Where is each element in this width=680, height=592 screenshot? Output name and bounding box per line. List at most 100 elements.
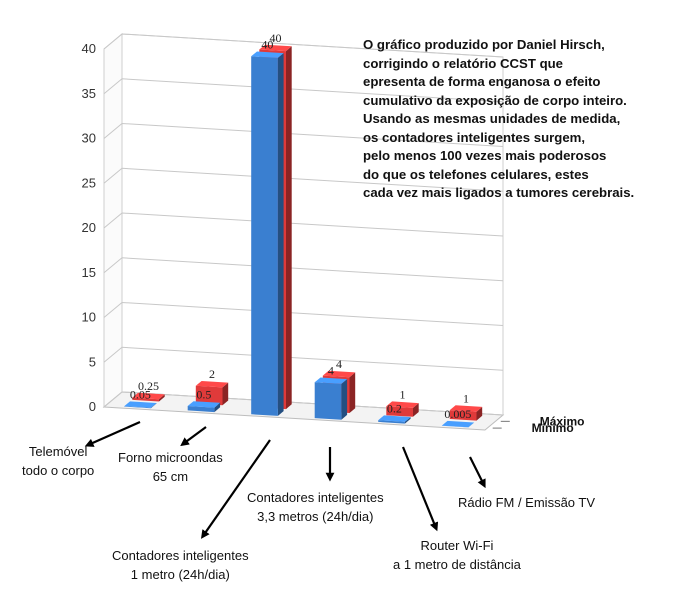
category-label-line: todo o corpo xyxy=(22,463,95,478)
series-label-maximo: Máximo xyxy=(540,414,585,428)
category-label-telemovel: Telemóvel todo o corpo xyxy=(22,442,94,480)
data-label: 0.25 xyxy=(138,379,159,393)
bar-minimo xyxy=(378,415,411,424)
bar-top xyxy=(449,405,483,412)
bar-maximo xyxy=(449,405,483,421)
bar-side xyxy=(341,379,348,420)
bar-top xyxy=(441,420,475,428)
bar-front xyxy=(314,382,342,420)
category-label-forno: Forno microondas 65 cm xyxy=(118,448,223,486)
bar-top xyxy=(314,377,348,384)
bar-front xyxy=(378,420,405,424)
category-label-router: Router Wi-Fi a 1 metro de distância xyxy=(393,536,521,574)
bar-side xyxy=(286,46,292,410)
y-tick-label: 30 xyxy=(82,131,96,146)
gridline xyxy=(103,346,504,371)
data-label: 40 xyxy=(261,38,273,52)
annotation-line: os contadores inteligentes surgem, xyxy=(363,129,586,145)
y-tick-label: 5 xyxy=(89,354,96,369)
annotation-line: corrigindo o relatório CCST que xyxy=(363,55,564,71)
y-tick-label: 20 xyxy=(82,220,96,235)
gridline xyxy=(103,78,504,103)
gridline xyxy=(103,122,504,147)
y-tick-label: 10 xyxy=(82,310,96,325)
bar-side xyxy=(159,394,165,402)
category-label-line: a 1 metro de distância xyxy=(393,557,521,572)
data-label: 40 xyxy=(270,31,282,45)
bar-side xyxy=(476,406,483,421)
gridline xyxy=(103,391,504,416)
bar-side xyxy=(277,53,284,416)
bar-side xyxy=(468,422,475,428)
bar-side xyxy=(413,403,419,417)
bar-front xyxy=(132,397,159,402)
bar-front xyxy=(124,406,151,409)
y-tick-label: 25 xyxy=(82,175,96,190)
bar-top xyxy=(124,401,157,408)
bar-top xyxy=(251,51,284,58)
annotation-line: O gráfico produzido por Daniel Hirsch, xyxy=(363,37,605,52)
data-label: 0.05 xyxy=(130,388,151,402)
bar-maximo xyxy=(386,401,419,417)
bar-side xyxy=(150,403,157,409)
y-tick-label: 40 xyxy=(82,41,96,56)
bar-maximo xyxy=(195,381,229,406)
bar-side xyxy=(222,382,229,406)
bar-minimo xyxy=(187,401,221,413)
category-label-line: 65 cm xyxy=(152,469,189,484)
bar-minimo xyxy=(314,377,348,420)
category-label-line: Contadores inteligentes xyxy=(247,490,384,505)
category-label-line: Telemóvel xyxy=(28,444,88,459)
y-tick-label: 0 xyxy=(89,399,96,414)
data-label: 4 xyxy=(336,357,342,371)
bar-side xyxy=(404,417,411,424)
annotation-text: O gráfico produzido por Daniel Hirsch, c… xyxy=(363,36,673,203)
annotation-line: do que os telefones celulares, estes xyxy=(363,166,589,182)
annotation-line: epresenta de forma enganosa o efeito xyxy=(363,74,601,89)
arrow-icon xyxy=(401,446,439,532)
data-label: 0.005 xyxy=(444,407,471,421)
bar-top xyxy=(132,392,165,400)
category-label-radio: Rádio FM / Emissão TV xyxy=(458,493,595,512)
bar-front xyxy=(251,56,278,416)
arrow-icon xyxy=(180,426,207,447)
bar-top xyxy=(195,381,229,388)
bar-top xyxy=(378,415,411,422)
gridline xyxy=(103,212,504,237)
bar-front xyxy=(441,425,469,428)
bar-minimo xyxy=(124,401,157,409)
annotation-line: Usando as mesmas unidades de medida, xyxy=(363,111,621,126)
category-label-contadores-3m: Contadores inteligentes 3,3 metros (24h/… xyxy=(247,488,384,526)
annotation-line: cumulativo da exposição de corpo inteiro… xyxy=(363,92,627,108)
bar-top xyxy=(386,401,419,408)
category-label-line: 3,3 metros (24h/dia) xyxy=(257,509,374,524)
data-label: 2 xyxy=(209,367,215,381)
category-label-line: Router Wi-Fi xyxy=(420,538,494,553)
category-label-line: Contadores inteligentes xyxy=(112,548,249,563)
bar-minimo xyxy=(441,420,475,428)
series-label-minimo: Mínimo xyxy=(532,421,574,435)
bar-front xyxy=(195,385,223,406)
annotation-line: cada vez mais ligados a tumores cerebrai… xyxy=(363,185,635,200)
bar-front xyxy=(386,406,413,417)
bar-minimo xyxy=(251,51,284,416)
bar-maximo xyxy=(132,392,165,402)
gridline xyxy=(103,33,504,58)
bar-side xyxy=(349,372,356,413)
bar-top xyxy=(259,44,292,52)
annotation-line: pelo menos 100 vezes mais poderosos xyxy=(363,148,607,163)
data-label: 1 xyxy=(400,388,406,402)
arrow-icon xyxy=(469,456,486,489)
gridline xyxy=(103,301,504,326)
bar-side xyxy=(214,402,221,413)
category-label-contadores-1m: Contadores inteligentes 1 metro (24h/dia… xyxy=(112,546,249,584)
bar-top xyxy=(187,401,221,408)
category-label-line: 1 metro (24h/dia) xyxy=(130,567,230,582)
y-tick-label: 35 xyxy=(82,86,96,101)
gridline xyxy=(103,167,504,192)
data-label: 1 xyxy=(463,391,469,405)
gridline xyxy=(103,257,504,282)
data-label: 4 xyxy=(328,364,334,378)
bar-top xyxy=(322,370,356,378)
